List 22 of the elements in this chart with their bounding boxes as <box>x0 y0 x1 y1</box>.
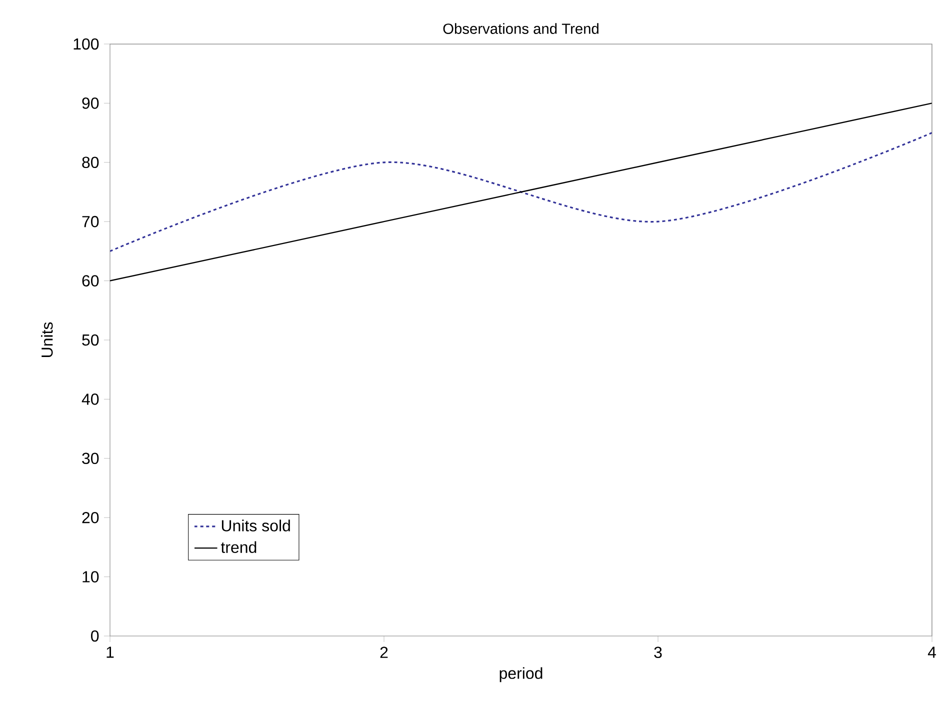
y-tick-label: 50 <box>82 334 99 346</box>
y-tick-label: 30 <box>82 452 99 464</box>
y-tick-label: 0 <box>91 630 99 642</box>
legend-label: trend <box>220 541 256 553</box>
x-axis-title: period <box>500 667 542 682</box>
legend-label: Units sold <box>222 520 290 532</box>
line-series <box>110 132 932 252</box>
y-tick-label: 80 <box>82 156 99 168</box>
x-tick-label: 3 <box>654 646 662 658</box>
x-tick-label: 1 <box>106 646 114 658</box>
y-tick-label: 90 <box>82 98 99 109</box>
chart-title: Observations and Trend <box>443 23 598 34</box>
line-series <box>110 102 932 282</box>
y-tick-label: 40 <box>82 394 99 405</box>
y-tick-label: 20 <box>82 512 99 524</box>
y-tick-label: 60 <box>82 275 99 286</box>
y-axis-title: Units <box>41 322 53 357</box>
y-tick-label: 70 <box>82 216 99 228</box>
y-tick-label: 10 <box>82 571 99 582</box>
x-tick-label: 4 <box>928 646 936 658</box>
y-tick-label: 100 <box>74 38 99 50</box>
x-tick-label: 2 <box>380 646 388 658</box>
